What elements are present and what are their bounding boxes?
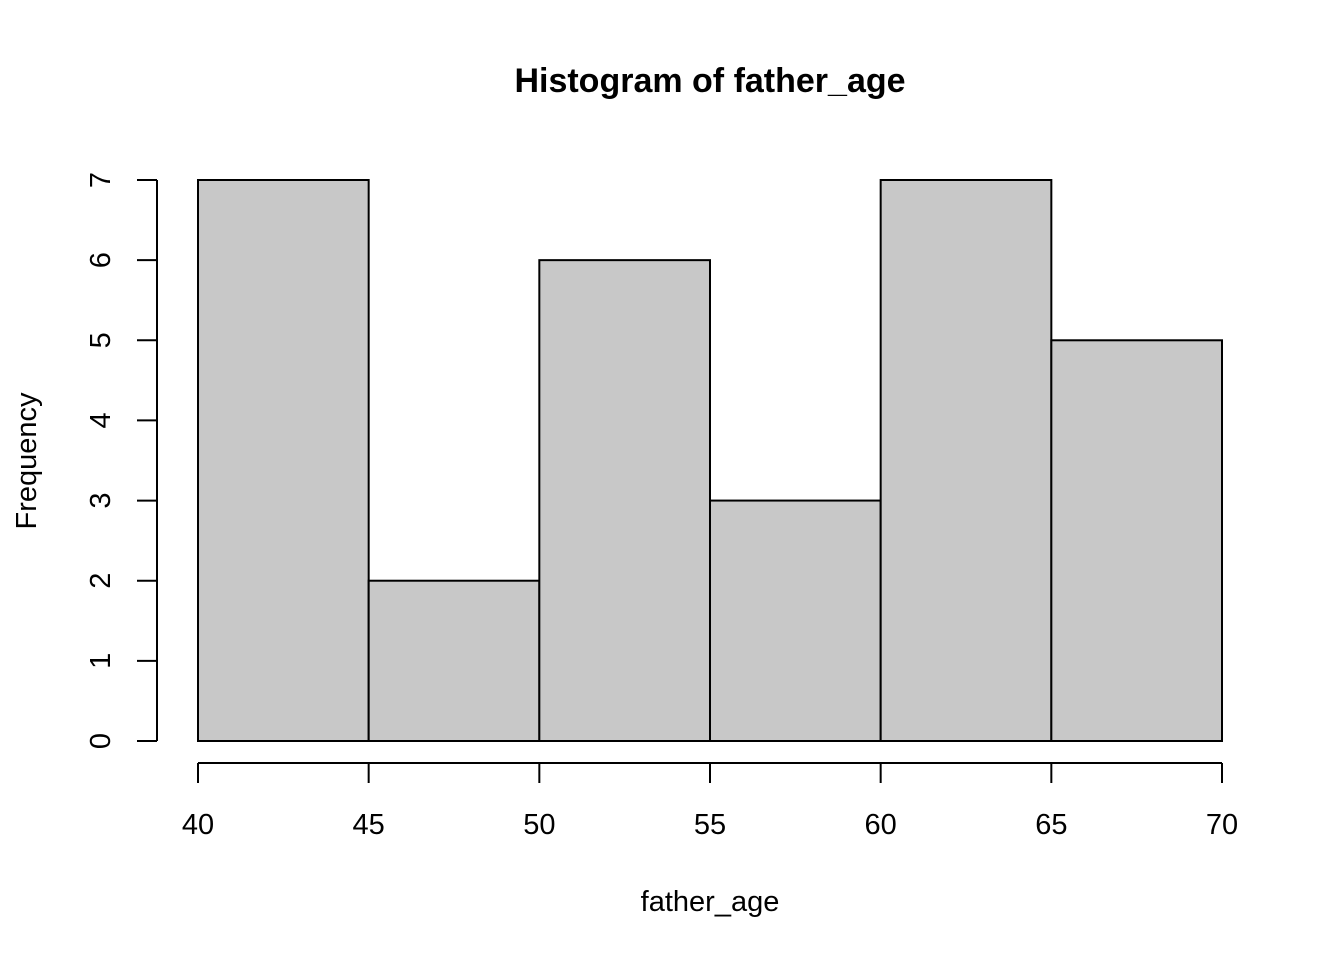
y-tick-label-5: 5 (85, 332, 117, 348)
y-axis-label: Frequency (11, 392, 43, 530)
x-tick-label-50: 50 (523, 809, 555, 841)
x-tick-label-65: 65 (1035, 809, 1067, 841)
x-tick-label-55: 55 (694, 809, 726, 841)
histogram-bar-3 (709, 499, 882, 743)
y-axis: 0 1 2 3 4 5 6 7 (85, 172, 158, 749)
histogram-bar-0 (197, 179, 370, 742)
y-tick-label-6: 6 (85, 252, 117, 268)
x-tick-label-70: 70 (1206, 809, 1238, 841)
bars-group (197, 179, 1224, 743)
y-tick-label-1: 1 (85, 653, 117, 669)
x-tick-label-40: 40 (182, 809, 214, 841)
y-tick-label-0: 0 (85, 733, 117, 749)
x-tick-label-60: 60 (865, 809, 897, 841)
histogram-bar-4 (879, 179, 1053, 742)
x-axis: 40 45 50 55 60 65 70 (182, 762, 1238, 841)
histogram-bar-2 (538, 259, 711, 742)
y-tick-label-7: 7 (85, 172, 117, 188)
chart-title: Histogram of father_age (514, 62, 905, 100)
histogram-bar-5 (1050, 339, 1224, 742)
histogram-bar-1 (367, 579, 541, 743)
x-tick-label-45: 45 (353, 809, 385, 841)
y-tick-label-2: 2 (85, 573, 117, 589)
x-axis-label: father_age (641, 886, 780, 918)
y-tick-label-3: 3 (85, 493, 117, 509)
y-tick-label-4: 4 (85, 412, 117, 428)
